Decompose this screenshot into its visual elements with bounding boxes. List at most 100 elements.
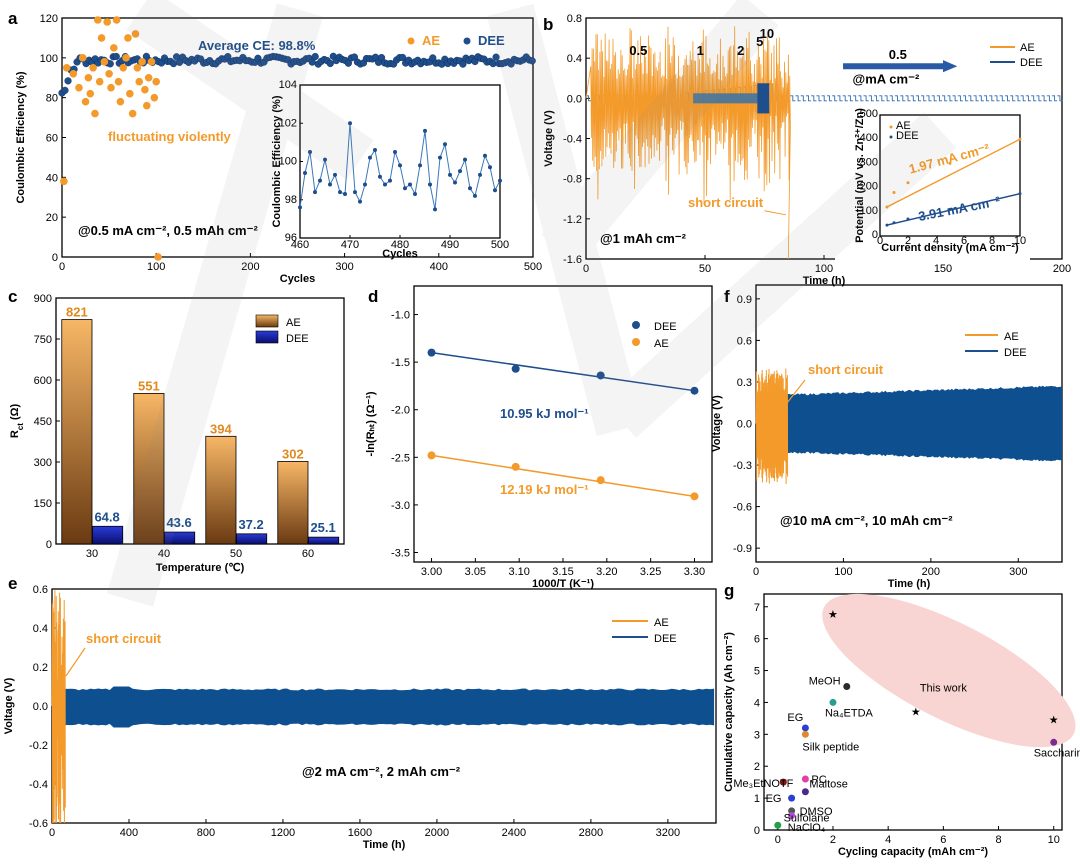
panel-g: g 0 2 4 6 8 10 0 1 2 3 4 5 6 7 Cycling capacity (mAh cm… (723, 581, 1080, 858)
ae-point (144, 73, 153, 82)
inset-point (892, 221, 896, 225)
inset-point (338, 190, 342, 195)
ae-point (124, 34, 132, 42)
x-tick-label: 200 (922, 566, 940, 578)
x-axis-label: Cycles (280, 273, 315, 285)
inset-point (906, 181, 910, 185)
inset-point (948, 161, 952, 165)
x-tick-label: 50 (699, 263, 711, 275)
y-tick-label: 2 (754, 761, 760, 773)
inset-x-tick-label: 4 (933, 235, 939, 247)
panel-label-b: b (543, 15, 553, 34)
literature-label: Maltose (809, 779, 848, 791)
inset-point (408, 182, 412, 187)
legend-dee-marker (463, 37, 471, 45)
ae-point (103, 18, 112, 26)
x-axis-label: Cycling capacity (mAh cm⁻²) (838, 846, 988, 858)
y-tick-label: 0.6 (33, 584, 48, 596)
dee-point (64, 77, 72, 85)
y-tick-label: -0.4 (563, 134, 582, 146)
inset-point (373, 148, 377, 153)
y-tick-label: 0 (52, 252, 58, 264)
x-tick-label: 300 (335, 261, 353, 273)
ae-point (128, 109, 137, 118)
inset-point (463, 157, 467, 162)
panel-label-g: g (724, 581, 734, 600)
x-tick-label: 2800 (579, 827, 603, 839)
inset-x-label: Cycles (382, 248, 417, 260)
ae-point (114, 77, 123, 86)
x-tick-label: 50 (230, 548, 242, 560)
x-tick-label: 3.00 (421, 566, 442, 578)
literature-label: Silk peptide (802, 741, 859, 753)
inset-point (892, 190, 896, 194)
literature-label: DMSO (800, 806, 833, 818)
ae-point (60, 177, 68, 186)
inset-x-tick-label: 2 (905, 235, 911, 247)
ae-point (152, 77, 160, 86)
y-axis-label: -ln(Rₕₜ) (Ω⁻¹) (365, 391, 377, 456)
y-tick-label: 300 (34, 457, 52, 469)
legend-ae-label: AE (654, 617, 669, 629)
inset-point (458, 169, 462, 174)
legend-dee-label: DEE (1020, 57, 1043, 69)
ae-trace (585, 26, 791, 260)
ae-point (154, 253, 162, 261)
y-tick-label: 900 (34, 293, 52, 305)
y-tick-label: 5 (754, 666, 760, 678)
rate-label: 0.5 (629, 43, 647, 58)
ae-point (91, 109, 99, 118)
y-axis-label: Cumulative capacity (Ah cm⁻²) (723, 632, 735, 792)
y-tick-label: -0.4 (29, 779, 48, 791)
inset-point (378, 174, 382, 179)
y-tick-label: 0.6 (737, 335, 752, 347)
inset-point (493, 188, 497, 193)
dee-point (311, 52, 319, 61)
inset-point (353, 190, 357, 195)
condition-label: @0.5 mA cm⁻², 0.5 mAh cm⁻² (78, 223, 258, 238)
ae-point (97, 34, 106, 42)
inset-y-tick-label: 400 (860, 132, 878, 144)
ae-ea-label: 12.19 kJ mol⁻¹ (500, 482, 589, 497)
literature-label: MeOH (809, 675, 841, 687)
unit-label: @mA cm⁻² (853, 71, 920, 86)
ae-bar (61, 319, 93, 545)
y-tick-label: -1.5 (391, 357, 410, 369)
dee-point (489, 59, 497, 68)
ae-point (141, 85, 149, 94)
y-axis-label: Rct (Ω) (9, 404, 25, 439)
inset-point (383, 182, 387, 187)
legend-dee-label: DEE (654, 633, 677, 645)
panel-c: c 0 150 300 450 600 750 900 821 64.8 30 551 43.6 40 39… (8, 287, 345, 574)
inset-x-label: Current density (mA cm⁻²) (881, 242, 1019, 254)
panel-e: e 0 400 800 1200 1600 2000 2400 2800 3200 -0.6 -0.4… (3, 574, 717, 851)
y-tick-label: 80 (46, 93, 58, 105)
ae-point (122, 54, 130, 62)
inset-point (1018, 192, 1022, 196)
literature-point (788, 812, 796, 820)
inset-x-tick-label: 8 (989, 235, 995, 247)
legend-ae-label: AE (422, 33, 440, 48)
literature-label: NaClO₄ (788, 822, 826, 834)
ae-value-label: 821 (66, 305, 88, 320)
short-circuit-label: short circuit (808, 362, 884, 377)
inset-point (328, 182, 332, 187)
y-tick-label: 0.9 (737, 294, 752, 306)
literature-label: Na₄ETDA (825, 707, 874, 719)
dee-ea-label: 10.95 kJ mol⁻¹ (500, 406, 589, 421)
inset-x-tick-label: 0 (877, 235, 883, 247)
ae-point (62, 63, 71, 72)
inset-point (348, 121, 352, 126)
dee-value-label: 43.6 (166, 515, 191, 530)
ae-point (75, 83, 83, 92)
y-tick-label: -3.0 (391, 500, 410, 512)
y-tick-label: 0 (754, 825, 760, 837)
panel-label-f: f (724, 287, 730, 306)
ae-point (86, 89, 95, 98)
x-tick-label: 3.25 (640, 566, 661, 578)
rate-label: 5 (756, 34, 763, 49)
dee-band (782, 385, 1062, 462)
dee-bar (92, 525, 124, 545)
short-circuit-arrow (65, 647, 86, 677)
